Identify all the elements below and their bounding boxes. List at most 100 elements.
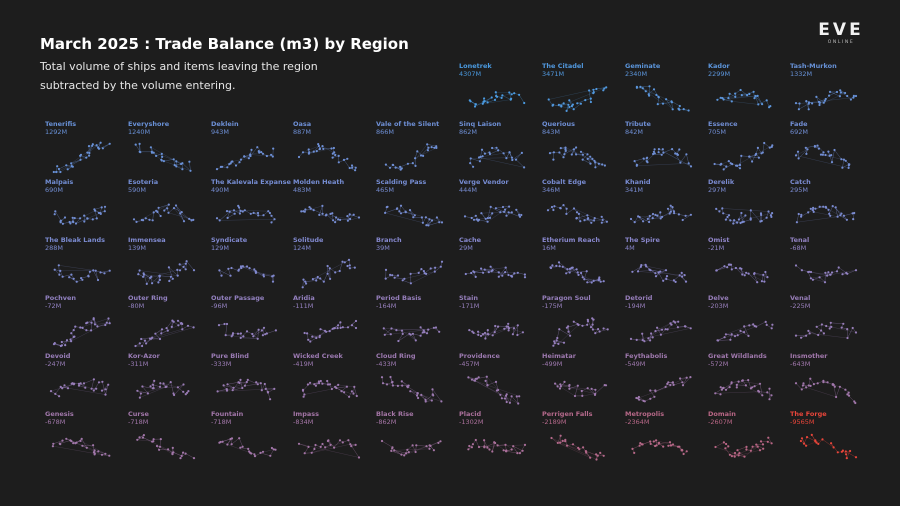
system-dot (169, 275, 172, 278)
system-dot (438, 330, 441, 333)
system-dot (314, 384, 317, 387)
system-dot (807, 270, 810, 274)
system-dot (304, 208, 307, 211)
map-link (495, 381, 499, 391)
system-dot (381, 382, 385, 385)
map-link (567, 268, 594, 282)
system-dot (65, 437, 68, 440)
system-dot (95, 387, 98, 390)
system-dot (226, 216, 229, 219)
map-link (385, 274, 393, 279)
region-map (554, 380, 608, 398)
region-outer-ring: Outer Ring-80M (128, 294, 195, 348)
system-dot (685, 153, 688, 156)
system-dot (231, 160, 234, 163)
system-dot (152, 151, 155, 154)
system-dot (432, 326, 435, 329)
region-value: -247M (45, 360, 65, 368)
system-dot (823, 281, 827, 284)
map-link (748, 273, 758, 283)
system-dot (743, 325, 746, 328)
system-dot (499, 393, 502, 396)
map-link (94, 207, 102, 210)
system-dot (353, 266, 356, 269)
system-dot (730, 268, 733, 271)
system-dot (230, 443, 233, 446)
map-link (846, 450, 851, 459)
system-dot (589, 100, 593, 104)
map-link (93, 382, 100, 391)
system-dot (158, 445, 162, 448)
map-link (658, 148, 692, 167)
map-link (229, 210, 241, 212)
system-dot (817, 147, 821, 150)
system-dot (303, 331, 306, 335)
map-link (678, 214, 686, 217)
map-link (303, 205, 323, 212)
map-link (741, 212, 743, 223)
system-dot (523, 276, 527, 279)
system-dot (319, 277, 322, 280)
map-link (349, 214, 360, 218)
system-dot (159, 214, 162, 218)
system-dot (483, 268, 486, 271)
system-dot (423, 331, 426, 334)
system-dot (85, 446, 88, 449)
system-dot (58, 273, 61, 276)
system-dot (589, 162, 592, 165)
system-dot (168, 279, 171, 283)
system-dot (166, 207, 169, 210)
system-dot (149, 385, 152, 388)
region-wicked-creek: Wicked Creek-419M (293, 352, 358, 398)
region-name: Verge Vendor (459, 178, 509, 186)
system-dot (767, 436, 770, 439)
system-dot (272, 448, 275, 451)
system-dot (662, 279, 665, 282)
system-dot (805, 386, 808, 389)
map-link (573, 103, 582, 110)
system-dot (504, 450, 508, 453)
region-name: Querious (542, 120, 575, 128)
system-dot (666, 328, 669, 331)
system-dot (569, 334, 572, 337)
region-map (218, 265, 275, 283)
map-link (559, 329, 571, 336)
map-link (796, 216, 838, 223)
system-dot (309, 381, 312, 384)
system-dot (586, 217, 589, 220)
region-value: 465M (376, 186, 394, 194)
system-dot (334, 271, 337, 274)
map-link (753, 273, 758, 283)
system-dot (652, 150, 656, 153)
system-dot (738, 163, 742, 166)
system-dot (165, 327, 168, 330)
system-dot (74, 222, 78, 225)
system-dot (586, 157, 589, 160)
system-dot (301, 389, 305, 392)
map-link (580, 151, 588, 155)
system-dot (380, 439, 384, 443)
system-dot (96, 278, 100, 282)
map-link (401, 381, 409, 386)
region-map (467, 438, 527, 455)
system-dot (186, 324, 190, 327)
region-map (134, 142, 192, 172)
system-dot (797, 108, 801, 111)
system-dot (727, 445, 730, 448)
system-dot (828, 327, 831, 330)
system-dot (603, 87, 606, 90)
system-dot (689, 376, 692, 379)
system-dot (681, 381, 684, 384)
system-dot (842, 158, 846, 161)
map-link (226, 210, 235, 212)
map-link (686, 154, 689, 164)
map-link (240, 266, 264, 277)
map-link (81, 438, 88, 448)
system-dot (101, 147, 104, 150)
system-dot (480, 267, 483, 270)
map-link (302, 145, 320, 153)
system-dot (764, 270, 767, 274)
map-link (244, 210, 251, 215)
system-dot (309, 207, 312, 210)
system-dot (802, 382, 805, 385)
